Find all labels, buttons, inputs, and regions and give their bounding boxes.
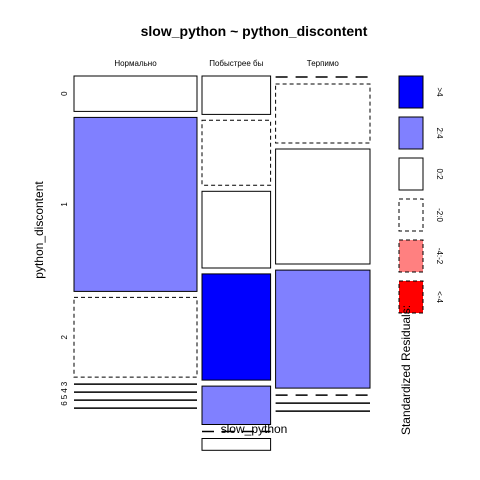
legend-label: >4 [435, 87, 444, 97]
column-label: Нормально [114, 59, 157, 68]
mosaic-tile [201, 75, 272, 115]
column-label: Побыстрее бы [209, 59, 263, 68]
mosaic-tile [73, 296, 198, 378]
legend-label: -2:0 [435, 208, 444, 222]
row-labels: 0 1 2 3 45 6 [60, 91, 69, 406]
row-label: 1 [60, 202, 69, 207]
row-label: 3 [60, 381, 69, 386]
legend-swatch [398, 280, 424, 314]
legend-title: Standardized Residuals: [399, 305, 413, 435]
x-axis-title: slow_python [221, 422, 288, 436]
y-axis-title: python_discontent [32, 181, 46, 279]
legend-label: 0:2 [435, 168, 444, 180]
row-label: 6 [60, 401, 69, 406]
mosaic-tiles [73, 75, 371, 451]
mosaic-tile [201, 438, 272, 451]
chart-title: slow_python ~ python_discontent [141, 23, 368, 39]
row-label: 4 [60, 388, 69, 393]
legend-boxes: >4 2:4 0:2 -2:0 -4:-2 <-4 [398, 75, 444, 314]
legend-swatch [398, 116, 424, 150]
row-label: 2 [60, 335, 69, 340]
legend-swatch [398, 198, 424, 232]
legend-swatch [398, 157, 424, 191]
mosaic-tile [275, 83, 371, 144]
mosaic-tile [201, 190, 272, 269]
mosaic-tile [201, 385, 272, 426]
mosaic-tile [201, 273, 272, 381]
column-labels: Нормально Побыстрее бы Терпимо [114, 59, 339, 68]
mosaic-tile [275, 148, 371, 265]
legend-swatch [398, 239, 424, 273]
mosaic-tile [275, 269, 371, 389]
row-label: 5 [60, 394, 69, 399]
mosaic-tile [73, 116, 198, 292]
row-label: 0 [60, 91, 69, 96]
legend-swatch [398, 75, 424, 109]
legend-label: 2:4 [435, 127, 444, 139]
mosaic-tile [201, 119, 272, 186]
legend: >4 2:4 0:2 -2:0 -4:-2 <-4 Standardized Residu… [398, 75, 444, 435]
column-label: Терпимо [307, 59, 340, 68]
legend-label: -4:-2 [435, 248, 444, 265]
mosaic-tile [73, 75, 198, 112]
legend-label: <-4 [435, 291, 444, 303]
